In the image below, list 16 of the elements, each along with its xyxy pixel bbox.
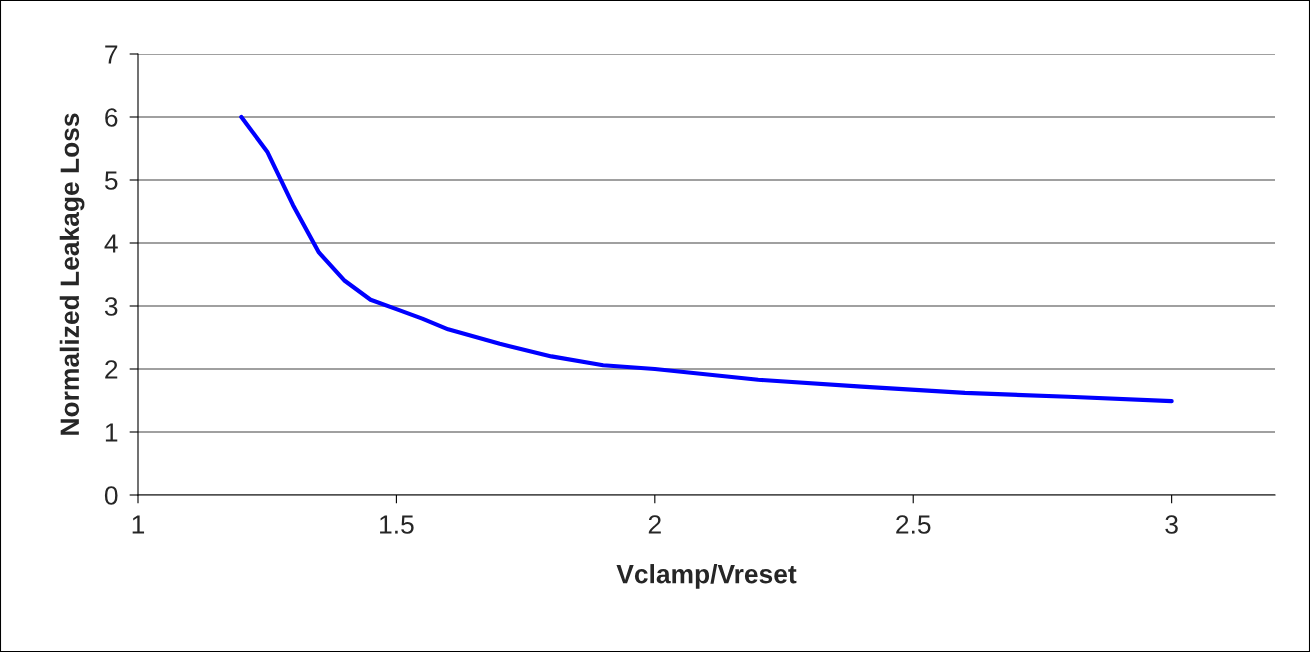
y-tick-label: 1 (105, 423, 118, 442)
x-tick-label: 3 (1165, 515, 1178, 534)
y-tick-label: 0 (104, 486, 118, 505)
x-tick-label: 2.5 (896, 515, 931, 534)
x-tick-label: 1 (132, 515, 145, 534)
y-axis-title: Normalized Leakage Loss (59, 113, 85, 435)
y-tick-label: 7 (105, 45, 118, 64)
y-tick-label: 4 (104, 234, 118, 253)
x-axis-title: Vclamp/Vreset (616, 564, 797, 589)
y-tick-label: 5 (104, 171, 118, 190)
x-tick-label: 1.5 (380, 515, 414, 534)
x-tick-label: 2 (648, 515, 661, 534)
y-tick-label: 6 (105, 108, 118, 127)
y-tick-label: 3 (104, 297, 118, 316)
y-tick-label: 2 (105, 360, 118, 379)
line-series (239, 114, 1174, 404)
